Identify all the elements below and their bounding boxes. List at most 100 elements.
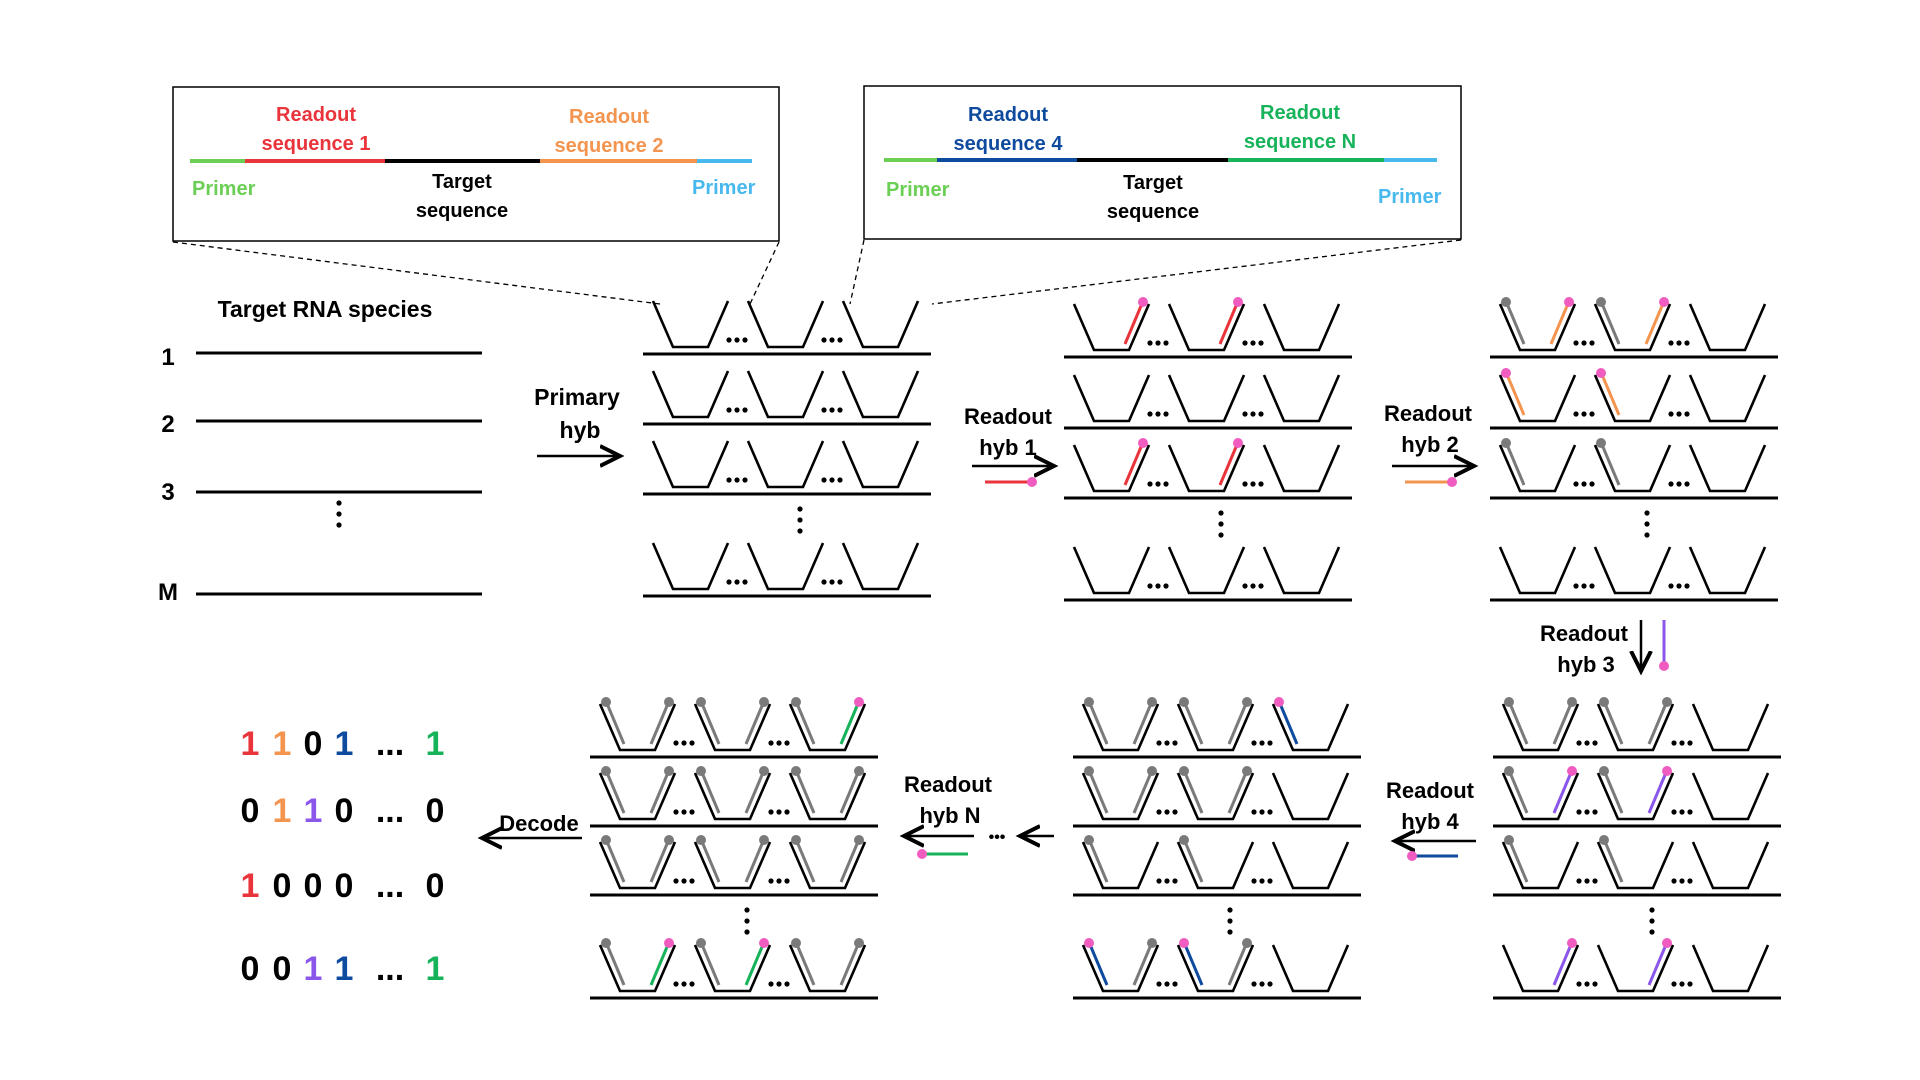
- bleached-fluorophore: [1504, 835, 1514, 845]
- probe-well: [651, 440, 730, 489]
- bleached-fluorophore: [854, 766, 864, 776]
- readout-probe-right: [839, 705, 859, 745]
- readout-probe-right: [1227, 705, 1247, 745]
- encoding-probe: [1072, 303, 1151, 352]
- readout-probe-left: [1604, 843, 1624, 883]
- ellipsis-dot: [1155, 340, 1161, 346]
- encoding-probe: [1593, 444, 1672, 493]
- encoding-probe: [788, 703, 867, 752]
- readout-probe-left: [701, 946, 721, 986]
- ellipsis-dot: [1164, 809, 1170, 815]
- encoding-probe: [1593, 546, 1672, 595]
- ellipsis-dot: [1258, 411, 1264, 417]
- encoding-probe: [1688, 444, 1767, 493]
- encoding-probe: [1691, 703, 1770, 752]
- ellipsis-dot: [1218, 521, 1224, 527]
- horizontal-ellipsis: [673, 981, 695, 987]
- ellipsis-dot: [1679, 809, 1685, 815]
- probe-well: [1498, 297, 1577, 352]
- fluorophore-dot: [1447, 477, 1457, 487]
- readout-probe-left: [1279, 705, 1299, 745]
- encoding-probe: [1688, 374, 1767, 423]
- bleached-fluorophore: [791, 835, 801, 845]
- ellipsis-dot: [797, 528, 803, 534]
- barcode-bit: 0: [426, 792, 445, 830]
- ellipsis-dot: [821, 407, 827, 413]
- step-decode: Decode: [482, 811, 582, 838]
- barcode-bit: 1: [273, 725, 292, 763]
- ellipsis-dot: [1259, 878, 1265, 884]
- probe-well: [1072, 546, 1151, 595]
- step-readout-hyb-3: Readout hyb 3: [1540, 620, 1669, 677]
- ellipsis-dot: [1671, 740, 1677, 746]
- ellipsis-dot: [673, 809, 679, 815]
- ellipsis-dot: [689, 878, 695, 884]
- ellipsis-dot: [1227, 929, 1233, 935]
- vertical-ellipsis: [1649, 907, 1655, 935]
- barcode-bit: 1: [304, 792, 323, 830]
- ellipsis-dot: [1687, 981, 1693, 987]
- vertical-ellipsis: [336, 500, 342, 528]
- ellipsis-dot: [1164, 981, 1170, 987]
- readout-probe-left: [1089, 843, 1109, 883]
- probe-well: [1081, 766, 1160, 821]
- bleached-fluorophore: [1599, 697, 1609, 707]
- readout-probe-left: [796, 843, 816, 883]
- ellipsis-dot: [1218, 532, 1224, 538]
- panel-row: [590, 697, 878, 759]
- ellipsis-dot: [336, 511, 342, 517]
- primer-right-label: Primer: [692, 177, 756, 199]
- ellipsis-dot: [837, 477, 843, 483]
- probe-well: [598, 835, 677, 890]
- readout-probe-right: [839, 843, 859, 883]
- ellipsis-dot: [776, 809, 782, 815]
- fluorophore-dot: [917, 849, 927, 859]
- probe-well: [1081, 835, 1160, 890]
- encoding-probe: [788, 772, 867, 821]
- probe-well: [1691, 703, 1770, 752]
- panel-row: [1073, 766, 1361, 828]
- bleached-fluorophore: [1501, 297, 1511, 307]
- panel-readout-hyb-4: [1073, 697, 1361, 1000]
- panel-row: [1490, 546, 1778, 602]
- step-label-line2: hyb N: [919, 803, 980, 828]
- ellipsis-dot: [673, 878, 679, 884]
- horizontal-ellipsis: [1573, 481, 1595, 487]
- encoding-probe: [1501, 772, 1580, 821]
- ellipsis-dot: [726, 337, 732, 343]
- step-label-line1: Readout: [1384, 401, 1473, 426]
- decode-label: Decode: [499, 811, 578, 836]
- probe-well: [1072, 297, 1151, 352]
- ellipsis-dot: [1649, 907, 1655, 913]
- probe-well: [1271, 841, 1350, 890]
- encoding-probe: [1271, 772, 1350, 821]
- probe-well: [693, 835, 772, 890]
- ellipsis-dot: [1163, 583, 1169, 589]
- ellipsis-dot: [776, 740, 782, 746]
- horizontal-ellipsis: [1671, 809, 1693, 815]
- fluorophore-dot: [854, 697, 864, 707]
- ellipsis-dot: [776, 878, 782, 884]
- horizontal-ellipsis: [673, 809, 695, 815]
- horizontal-ellipsis: [673, 740, 695, 746]
- probe-well: [1688, 303, 1767, 352]
- ellipsis-dot: [821, 579, 827, 585]
- encoding-probe: [1167, 444, 1246, 493]
- ellipsis-dot: [1581, 583, 1587, 589]
- ellipsis-dot: [1242, 583, 1248, 589]
- ellipsis-dot: [1668, 481, 1674, 487]
- panel-row: [643, 440, 931, 496]
- barcode-bit: 0: [335, 867, 354, 905]
- barcode-bit: 1: [335, 725, 354, 763]
- panel-row: [1490, 297, 1778, 359]
- probe-well: [1498, 438, 1577, 493]
- probe-well: [1262, 444, 1341, 493]
- species-title: Target RNA species: [218, 296, 433, 322]
- ellipsis-dot: [1573, 583, 1579, 589]
- readout-probe-left: [1604, 774, 1624, 814]
- ellipsis-dot: [734, 477, 740, 483]
- bleached-fluorophore: [854, 835, 864, 845]
- readout-probe-right: [1647, 774, 1667, 814]
- encoding-probe: [651, 542, 730, 591]
